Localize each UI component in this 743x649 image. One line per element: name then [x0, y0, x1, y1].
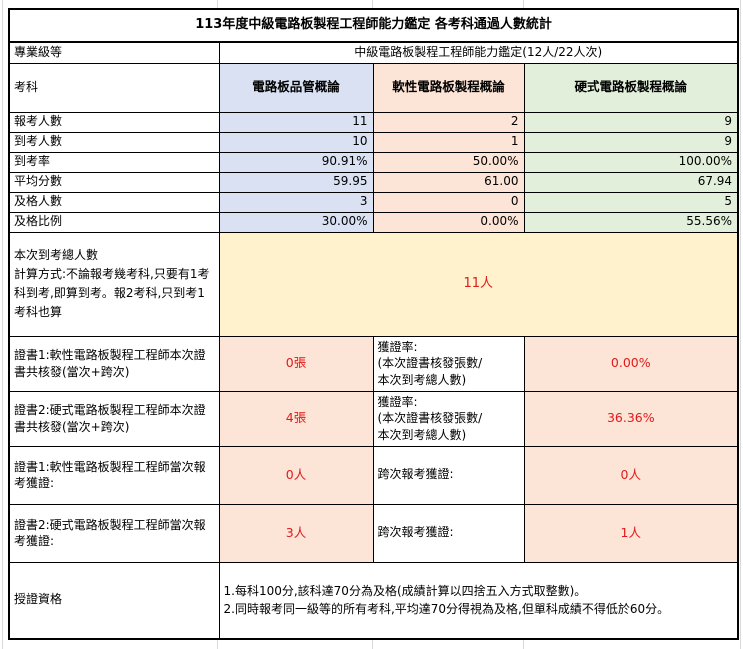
table-row: 報考人數 11 2 9: [8, 111, 739, 133]
cert2-cross-count: 1人: [523, 503, 739, 563]
table-row: 本次到考總人數 計算方式:不論報考幾考科,只要有1考科到考,即算到考。報2考科,…: [8, 231, 739, 337]
cert1-rate-value: 0.00%: [523, 335, 739, 392]
cert2-rate-value: 36.36%: [523, 390, 739, 447]
sheet-gridline-top-2: [372, 0, 373, 8]
table-row: 及格人數 3 0 5: [8, 191, 739, 213]
metric-value: 61.00: [372, 171, 525, 193]
table-row: 考科 電路板品管概論 軟性電路板製程概論 硬式電路板製程概論: [8, 62, 739, 113]
qualification-label: 授證資格: [8, 561, 220, 640]
metric-value: 1: [372, 131, 525, 153]
metric-label: 平均分數: [8, 171, 220, 193]
table-row: 證書2:硬式電路板製程工程師當次報考獲證: 3人 跨次報考獲證: 1人: [8, 503, 739, 563]
page-title: 113年度中級電路板製程工程師能力鑑定 各考科通過人數統計: [8, 8, 739, 43]
certification-stats-table: 113年度中級電路板製程工程師能力鑑定 各考科通過人數統計 專業級等 中級電路板…: [8, 8, 740, 640]
metric-value: 9: [523, 111, 739, 133]
metric-label: 及格人數: [8, 191, 220, 213]
qualification-text: 1.每科100分,該科達70分為及格(成績計算以四捨五入方式取整數)。 2.同時…: [218, 561, 739, 640]
table-row: 證書1:軟性電路板製程工程師當次報考獲證: 0人 跨次報考獲證: 0人: [8, 445, 739, 505]
metric-value: 90.91%: [218, 151, 374, 173]
sheet-gridline-right: [740, 0, 741, 649]
cert2-issue-label: 證書2:硬式電路板製程工程師本次證書共核發(當次+跨次): [8, 390, 220, 447]
cert1-current-count: 0人: [218, 445, 374, 505]
attendance-total-value: 11人: [218, 231, 739, 337]
metric-value: 0: [372, 191, 525, 213]
table-row: 專業級等 中級電路板製程工程師能力鑑定(12人/22人次): [8, 41, 739, 64]
metric-value: 67.94: [523, 171, 739, 193]
cert2-issue-count: 4張: [218, 390, 374, 447]
metric-value: 10: [218, 131, 374, 153]
cert1-issue-count: 0張: [218, 335, 374, 392]
cert1-issue-label: 證書1:軟性電路板製程工程師本次證書共核發(當次+跨次): [8, 335, 220, 392]
metric-value: 9: [523, 131, 739, 153]
table-row: 113年度中級電路板製程工程師能力鑑定 各考科通過人數統計: [8, 8, 739, 43]
table-row: 授證資格 1.每科100分,該科達70分為及格(成績計算以四捨五入方式取整數)。…: [8, 561, 739, 640]
metric-value: 55.56%: [523, 211, 739, 233]
subject-header-flexible: 軟性電路板製程概論: [372, 62, 525, 113]
metric-value: 0.00%: [372, 211, 525, 233]
metric-value: 2: [372, 111, 525, 133]
sheet-gridline-bottom-2: [372, 640, 373, 649]
metric-value: 50.00%: [372, 151, 525, 173]
table-row: 到考率 90.91% 50.00% 100.00%: [8, 151, 739, 173]
subject-row-label: 考科: [8, 62, 220, 113]
sheet-gridline-left: [2, 0, 3, 649]
attendance-total-label: 本次到考總人數 計算方式:不論報考幾考科,只要有1考科到考,即算到考。報2考科,…: [8, 231, 220, 337]
cert2-rate-label: 獲證率: (本次證書核發張數/ 本次到考總人數): [372, 390, 525, 447]
subject-header-quality: 電路板品管概論: [218, 62, 374, 113]
table-row: 證書2:硬式電路板製程工程師本次證書共核發(當次+跨次) 4張 獲證率: (本次…: [8, 390, 739, 447]
cert2-current-count: 3人: [218, 503, 374, 563]
metric-value: 5: [523, 191, 739, 213]
sheet-gridline-top-3: [523, 0, 524, 8]
table-row: 到考人數 10 1 9: [8, 131, 739, 153]
sheet-gridline-bottom-1: [217, 640, 218, 649]
cert1-cross-count: 0人: [523, 445, 739, 505]
metric-value: 59.95: [218, 171, 374, 193]
sheet-gridline-bottom-3: [523, 640, 524, 649]
metric-label: 及格比例: [8, 211, 220, 233]
table-row: 及格比例 30.00% 0.00% 55.56%: [8, 211, 739, 233]
level-value: 中級電路板製程工程師能力鑑定(12人/22人次): [218, 41, 739, 64]
table-row: 平均分數 59.95 61.00 67.94: [8, 171, 739, 193]
cert2-current-label: 證書2:硬式電路板製程工程師當次報考獲證:: [8, 503, 220, 563]
metric-value: 30.00%: [218, 211, 374, 233]
sheet-gridline-top-1: [217, 0, 218, 8]
cert1-cross-label: 跨次報考獲證:: [372, 445, 525, 505]
metric-value: 3: [218, 191, 374, 213]
metric-label: 到考率: [8, 151, 220, 173]
metric-label: 報考人數: [8, 111, 220, 133]
metric-label: 到考人數: [8, 131, 220, 153]
cert1-current-label: 證書1:軟性電路板製程工程師當次報考獲證:: [8, 445, 220, 505]
cert1-rate-label: 獲證率: (本次證書核發張數/ 本次到考總人數): [372, 335, 525, 392]
metric-value: 11: [218, 111, 374, 133]
level-label: 專業級等: [8, 41, 220, 64]
cert2-cross-label: 跨次報考獲證:: [372, 503, 525, 563]
table-row: 證書1:軟性電路板製程工程師本次證書共核發(當次+跨次) 0張 獲證率: (本次…: [8, 335, 739, 392]
metric-value: 100.00%: [523, 151, 739, 173]
subject-header-rigid: 硬式電路板製程概論: [523, 62, 739, 113]
